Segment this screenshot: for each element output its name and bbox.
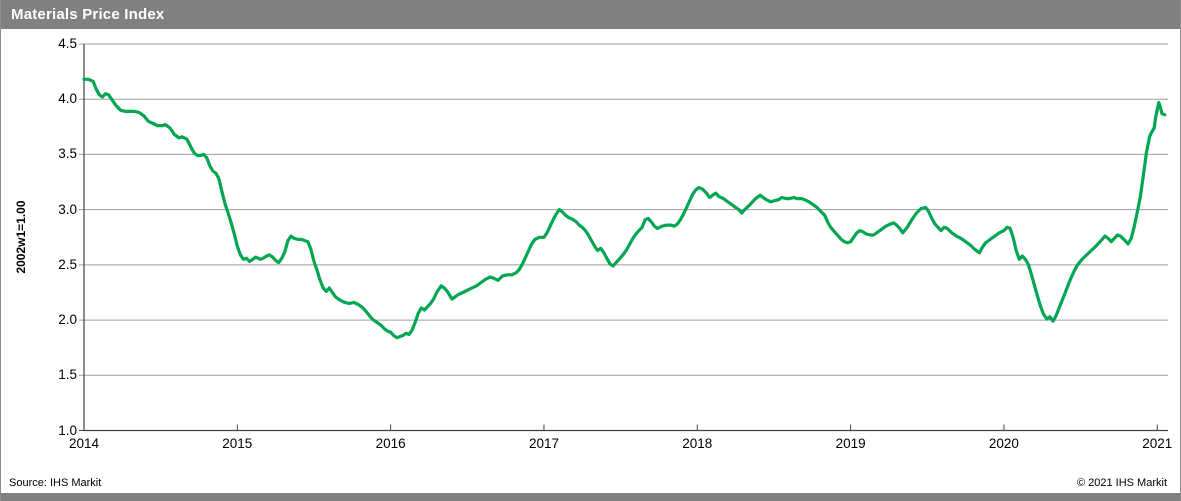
chart-title-bar: Materials Price Index (1, 0, 1180, 29)
mpi-series-line (82, 77, 1167, 340)
x-tick-label: 2017 (528, 435, 559, 451)
y-tick-label: 4.5 (58, 36, 77, 51)
x-tick-label: 2015 (222, 435, 253, 451)
x-tick-label: 2020 (988, 435, 1019, 451)
y-axis-title: 2002w1=1.00 (14, 200, 28, 274)
source-note: Source: IHS Markit (9, 477, 102, 489)
y-tick-label: 4.0 (58, 91, 77, 107)
y-tick-label: 3.0 (58, 201, 77, 217)
x-tick-label: 2014 (68, 435, 100, 451)
x-tick-label: 2021 (1142, 435, 1173, 451)
chart-title: Materials Price Index (11, 6, 165, 23)
x-tick-label: 2018 (682, 435, 713, 451)
y-tick-label: 3.5 (58, 146, 77, 162)
y-tick-label: 2.5 (58, 256, 77, 272)
copyright-note: © 2021 IHS Markit (1076, 477, 1167, 489)
x-tick-label: 2019 (835, 435, 866, 451)
footer-bar (1, 493, 1180, 501)
y-tick-label: 1.5 (58, 367, 77, 383)
y-tick-label: 1.0 (58, 422, 77, 438)
x-tick-label: 2016 (375, 435, 406, 451)
y-tick-label: 2.0 (58, 312, 77, 328)
